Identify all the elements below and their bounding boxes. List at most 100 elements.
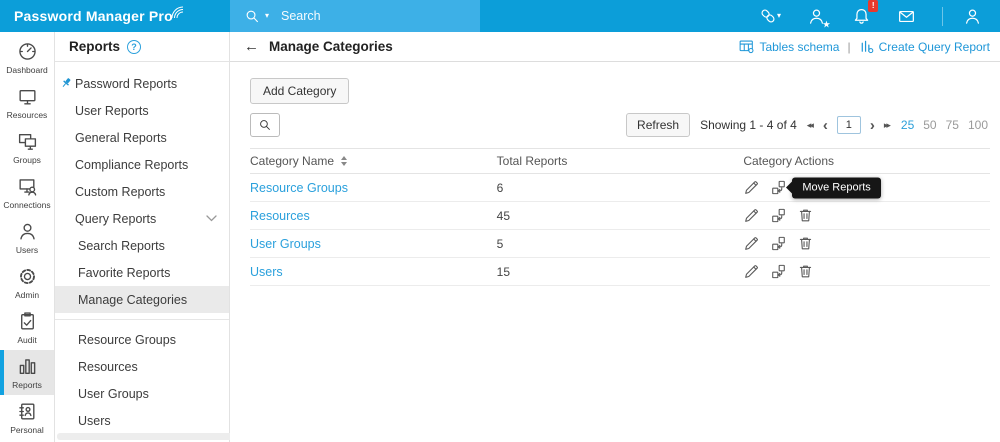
move-reports-icon[interactable] — [770, 263, 787, 280]
subnav-item-user-groups[interactable]: User Groups — [55, 380, 229, 407]
subnav-label: Password Reports — [75, 76, 178, 91]
move-reports-icon[interactable] — [770, 179, 787, 196]
column-category-actions: Category Actions — [743, 148, 990, 174]
category-link[interactable]: Users — [250, 264, 283, 279]
add-category-button[interactable]: Add Category — [250, 78, 350, 104]
create-query-report-label: Create Query Report — [878, 39, 990, 54]
subnav-label: User Groups — [78, 386, 149, 401]
table-search-icon — [260, 120, 270, 130]
edit-icon[interactable] — [743, 235, 760, 252]
global-search[interactable]: ▾ — [230, 0, 480, 32]
subnav-item-password-reports[interactable]: Password Reports — [55, 70, 229, 97]
page-size-50[interactable]: 50 — [923, 118, 937, 132]
search-scope-caret-icon[interactable]: ▾ — [265, 11, 270, 20]
sidebar-item-label: Personal — [10, 425, 44, 435]
subnav-item-resource-groups[interactable]: Resource Groups — [55, 326, 229, 353]
notification-bell-icon[interactable]: ! — [852, 0, 878, 26]
refresh-button[interactable]: Refresh — [626, 113, 691, 137]
category-link[interactable]: Resources — [250, 208, 310, 223]
subnav-item-compliance-reports[interactable]: Compliance Reports — [55, 151, 229, 178]
categories-table: Category Name Total Reports Category Act… — [250, 148, 990, 286]
page-size-75[interactable]: 75 — [945, 118, 959, 132]
total-reports-value: 15 — [496, 257, 744, 286]
add-user-icon[interactable]: ★ — [807, 7, 830, 29]
delete-icon[interactable] — [797, 235, 814, 252]
first-page-icon[interactable]: ◂◂ — [806, 119, 814, 130]
page-size-25[interactable]: 25 — [900, 118, 915, 132]
sidebar-item-label: Admin — [14, 290, 40, 300]
next-page-icon[interactable]: › — [869, 116, 875, 134]
link-separator: | — [847, 39, 851, 54]
table-row: User Groups 5 — [250, 229, 990, 258]
move-reports-icon[interactable] — [770, 235, 787, 252]
sidebar-item-audit[interactable]: Audit — [0, 305, 54, 350]
sidebar-item-connections[interactable]: Connections — [0, 170, 54, 215]
edit-icon[interactable] — [743, 179, 760, 196]
table-row: Resources 45 — [250, 201, 990, 230]
sidebar-item-personal[interactable]: Personal — [0, 395, 54, 440]
sidebar-item-resources[interactable]: Resources — [0, 80, 54, 125]
dashboard-icon — [18, 43, 36, 60]
subnav-label: Resources — [78, 359, 138, 374]
last-page-icon[interactable]: ▸▸ — [883, 119, 891, 130]
category-link[interactable]: User Groups — [250, 236, 321, 251]
subnav-item-resources[interactable]: Resources — [55, 353, 229, 380]
subnav-item-search-reports[interactable]: Search Reports — [55, 232, 229, 259]
reports-sidebar: Reports ? Password Reports User Reports … — [55, 32, 477, 442]
prev-page-icon[interactable]: ‹ — [822, 116, 828, 134]
subnav-item-favorite-reports[interactable]: Favorite Reports — [55, 259, 229, 286]
subnav-item-manage-categories[interactable]: Manage Categories — [55, 286, 229, 313]
subnav-item-users[interactable]: Users — [55, 407, 229, 434]
edit-icon[interactable] — [743, 263, 760, 280]
subnav-item-custom-reports[interactable]: Custom Reports — [55, 178, 229, 205]
subnav-divider — [55, 319, 229, 320]
subnav-item-user-reports[interactable]: User Reports — [55, 97, 229, 124]
edit-icon[interactable] — [743, 207, 760, 224]
password-link-icon[interactable]: ▾ — [759, 7, 781, 25]
create-query-report-link[interactable]: Create Query Report — [859, 39, 990, 54]
mail-icon[interactable] — [897, 7, 916, 26]
pagination-controls: ◂◂ ‹ › ▸▸ — [807, 116, 891, 134]
page-number-input[interactable] — [836, 116, 861, 134]
sidebar-item-label: Groups — [13, 155, 41, 165]
subnav-label: Users — [78, 413, 111, 428]
main-content: ← Manage Categories Tables schema | — [230, 32, 1000, 442]
sidebar-item-admin[interactable]: Admin — [0, 260, 54, 305]
category-link[interactable]: Resource Groups — [250, 180, 348, 195]
sidebar-item-label: Reports — [12, 380, 42, 390]
sidebar-item-groups[interactable]: Groups — [0, 125, 54, 170]
table-search-button[interactable] — [250, 113, 280, 137]
total-reports-value: 6 — [496, 173, 744, 202]
app-logo[interactable]: Password Manager Pro — [0, 0, 230, 32]
personal-icon — [18, 403, 34, 420]
sort-icon[interactable] — [341, 156, 348, 166]
sidebar-item-label: Audit — [17, 335, 37, 345]
page-size-100[interactable]: 100 — [967, 118, 988, 132]
subnav-label: General Reports — [75, 130, 167, 145]
reports-title-text: Reports — [69, 39, 121, 54]
subnav-label: Search Reports — [78, 238, 165, 253]
total-reports-value: 5 — [496, 229, 744, 258]
page-size-options: 25 50 75 100 — [901, 118, 988, 132]
help-icon[interactable]: ? — [127, 39, 142, 54]
sidebar-item-dashboard[interactable]: Dashboard — [0, 35, 54, 80]
back-arrow-icon[interactable]: ← — [244, 38, 259, 55]
subnav-item-general-reports[interactable]: General Reports — [55, 124, 229, 151]
create-query-report-icon — [861, 40, 873, 54]
global-search-input[interactable] — [281, 9, 470, 23]
tables-schema-label: Tables schema — [759, 39, 840, 54]
table-row: Resource Groups 6 — [250, 173, 990, 202]
delete-icon[interactable] — [797, 263, 814, 280]
subnav-item-query-reports[interactable]: Query Reports — [55, 205, 229, 232]
tables-schema-link[interactable]: Tables schema — [739, 39, 839, 54]
sidebar-item-users[interactable]: Users — [0, 215, 54, 260]
move-reports-icon[interactable] — [770, 207, 787, 224]
header-actions: ▾ ★ ! — [759, 0, 1000, 32]
delete-icon[interactable] — [797, 207, 814, 224]
users-icon — [19, 223, 35, 240]
notification-badge: ! — [868, 0, 878, 12]
primary-sidebar: Dashboard Resources Groups Connections — [0, 32, 55, 442]
user-profile-icon[interactable] — [942, 6, 982, 26]
total-reports-value: 45 — [496, 201, 744, 230]
sidebar-item-reports[interactable]: Reports — [0, 350, 54, 395]
